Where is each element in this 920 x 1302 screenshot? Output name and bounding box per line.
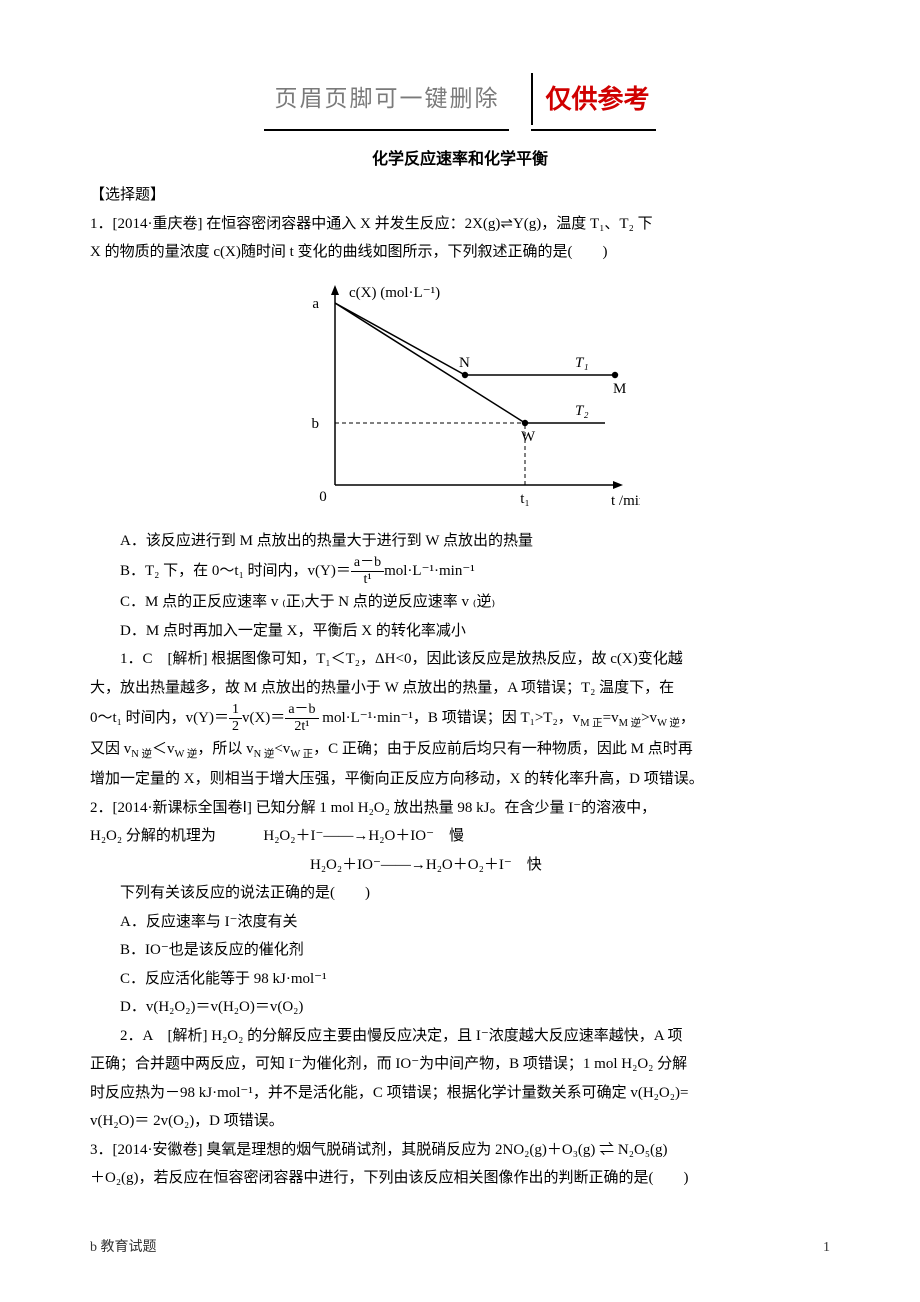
svg-text:c(X) (mol·L⁻¹): c(X) (mol·L⁻¹) bbox=[349, 285, 440, 301]
q1-option-a: A．该反应进行到 M 点放出的热量大于进行到 W 点放出的热量 bbox=[90, 527, 830, 556]
q1-expl-1: 1．C [解析] 根据图像可知，T₁＜T₂，ΔH<0，因此该反应是放热反应，故 … bbox=[90, 645, 830, 674]
q1-option-d: D．M 点时再加入一定量 X，平衡后 X 的转化率减小 bbox=[90, 617, 830, 646]
svg-text:t /min: t /min bbox=[611, 493, 640, 509]
q1-optb-pre: B．T₂ 下，在 0～t₁ 时间内，v(Y)＝ bbox=[120, 563, 351, 579]
q2-option-d: D．v(H₂O₂)＝v(H₂O)＝v(O₂) bbox=[90, 993, 830, 1022]
svg-text:t₁: t₁ bbox=[520, 491, 529, 507]
q2-mechanism: H₂O₂ 分解的机理为 H₂O₂＋I⁻——→H₂O＋IO⁻ 慢 bbox=[90, 822, 830, 851]
footer-page-number: 1 bbox=[823, 1235, 830, 1262]
q2-stem-2: 下列有关该反应的说法正确的是( ) bbox=[90, 879, 830, 908]
svg-text:N: N bbox=[459, 355, 470, 371]
q3-stem-1: 3．[2014·安徽卷] 臭氧是理想的烟气脱硝试剂，其脱硝反应为 2NO₂(g)… bbox=[90, 1136, 830, 1165]
svg-text:T₂: T₂ bbox=[575, 403, 589, 419]
q1-stem-line1: 1．[2014·重庆卷] 在恒容密闭容器中通入 X 并发生反应：2X(g)⇌Y(… bbox=[90, 210, 830, 239]
q1-optb-fraction: a－bt¹ bbox=[351, 555, 384, 588]
q1-expl-2: 大，放出热量越多，故 M 点放出的热量小于 W 点放出的热量，A 项错误；T₂ … bbox=[90, 674, 830, 703]
q2-expl-3: 时反应热为－98 kJ·mol⁻¹，并不是活化能，C 项错误；根据化学计量数关系… bbox=[90, 1079, 830, 1108]
q1-chart: c(X) (mol·L⁻¹) t /min 0 a b t₁ N M W T₁ T₂ bbox=[90, 273, 830, 523]
svg-text:M: M bbox=[613, 381, 626, 397]
q1-optb-post: mol·L⁻¹·min⁻¹ bbox=[384, 563, 475, 579]
concentration-time-graph: c(X) (mol·L⁻¹) t /min 0 a b t₁ N M W T₁ T₂ bbox=[280, 273, 640, 523]
q2-mech-step2: H₂O₂＋IO⁻——→H₂O＋O₂＋I⁻ 快 bbox=[90, 851, 830, 880]
section-label: 【选择题】 bbox=[90, 181, 830, 210]
q2-expl-1: 2．A [解析] H₂O₂ 的分解反应主要由慢反应决定，且 I⁻浓度越大反应速率… bbox=[90, 1022, 830, 1051]
q1-expl-3: 0～t₁ 时间内，v(Y)＝12v(X)＝a－b2t¹ mol·L⁻¹·min⁻… bbox=[90, 702, 830, 735]
page-header: 页眉页脚可一键删除 仅供参考 bbox=[90, 75, 830, 131]
q1-stem-line2: X 的物质的量浓度 c(X)随时间 t 变化的曲线如图所示，下列叙述正确的是( … bbox=[90, 238, 830, 267]
q2-option-b: B．IO⁻也是该反应的催化剂 bbox=[90, 936, 830, 965]
q2-option-a: A．反应速率与 I⁻浓度有关 bbox=[90, 908, 830, 937]
svg-text:T₁: T₁ bbox=[575, 355, 589, 371]
q1-option-c: C．M 点的正反应速率 v ₍正₎大于 N 点的逆反应速率 v ₍逆₎ bbox=[90, 588, 830, 617]
footer-left: b 教育试题 bbox=[90, 1235, 157, 1262]
svg-text:W: W bbox=[521, 429, 536, 445]
q2-expl-2: 正确；合并题中两反应，可知 I⁻为催化剂，而 IO⁻为中间产物，B 项错误；1 … bbox=[90, 1050, 830, 1079]
q2-expl-4: v(H₂O)＝ 2v(O₂)，D 项错误。 bbox=[90, 1107, 830, 1136]
page-footer: b 教育试题 1 bbox=[90, 1235, 830, 1262]
q2-mech-step1: H₂O₂＋I⁻——→H₂O＋IO⁻ 慢 bbox=[263, 828, 464, 844]
frac-ab2t: a－b2t¹ bbox=[285, 702, 318, 735]
q1-expl-5: 增加一定量的 X，则相当于增大压强，平衡向正反应方向移动，X 的转化率升高，D … bbox=[90, 765, 830, 794]
svg-text:0: 0 bbox=[319, 489, 327, 505]
frac-half: 12 bbox=[229, 702, 242, 735]
q1-option-b: B．T₂ 下，在 0～t₁ 时间内，v(Y)＝a－bt¹mol·L⁻¹·min⁻… bbox=[90, 555, 830, 588]
svg-text:b: b bbox=[312, 416, 320, 432]
q1-expl-4: 又因 vN 逆＜vW 逆，所以 vN 逆<vW 正，C 正确；由于反应前后均只有… bbox=[90, 735, 830, 765]
q3-stem-2: ＋O₂(g)，若反应在恒容密闭容器中进行，下列由该反应相关图像作出的判断正确的是… bbox=[90, 1164, 830, 1193]
page-title: 化学反应速率和化学平衡 bbox=[90, 145, 830, 175]
header-right-stamp: 仅供参考 bbox=[539, 75, 655, 130]
q2-option-c: C．反应活化能等于 98 kJ·mol⁻¹ bbox=[90, 965, 830, 994]
q2-stem-1: 2．[2014·新课标全国卷Ⅰ] 已知分解 1 mol H₂O₂ 放出热量 98… bbox=[90, 794, 830, 823]
header-left-text: 页眉页脚可一键删除 bbox=[264, 75, 509, 131]
svg-text:a: a bbox=[312, 296, 319, 312]
